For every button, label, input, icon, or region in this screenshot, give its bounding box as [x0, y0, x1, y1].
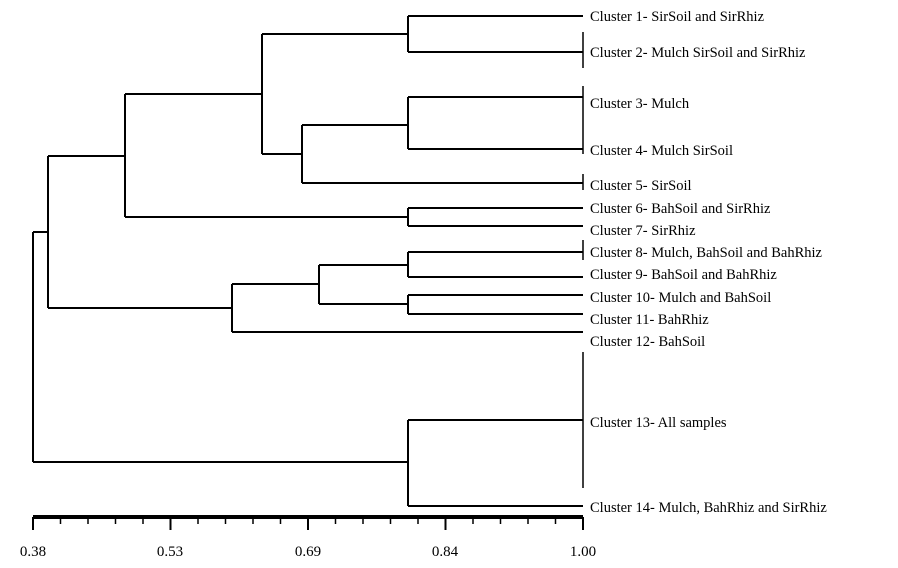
cluster-label: Cluster 9- BahSoil and BahRhiz [590, 267, 777, 283]
cluster-label: Cluster 1- SirSoil and SirRhiz [590, 9, 765, 25]
cluster-label: Cluster 2- Mulch SirSoil and SirRhiz [590, 45, 806, 61]
cluster-label: Cluster 13- All samples [590, 415, 727, 431]
branch-c1-c7 [124, 93, 408, 218]
scale-axis [32, 515, 584, 530]
cluster-labels: Cluster 1- SirSoil and SirRhiz Cluster 2… [590, 9, 827, 516]
dendrogram-branches [32, 15, 583, 507]
cluster-label: Cluster 5- SirSoil [590, 178, 692, 194]
scale-tick-label: 1.00 [570, 544, 596, 560]
branch-c8-c11 [318, 264, 408, 305]
branch-c10-c11 [407, 294, 583, 315]
branch-c3-c4 [407, 96, 583, 150]
cluster-label: Cluster 14- Mulch, BahRhiz and SirRhiz [590, 500, 827, 516]
branch-c13-c14 [407, 419, 583, 507]
branch-c1-c2 [407, 15, 583, 53]
scale-tick-labels: 0.38 0.53 0.69 0.84 1.00 [20, 544, 596, 560]
scale-tick-label: 0.53 [157, 544, 183, 560]
branch-c8-c9 [407, 251, 583, 278]
scale-minor-ticks [32, 517, 584, 530]
cluster-label: Cluster 7- SirRhiz [590, 223, 696, 239]
cluster-label: Cluster 4- Mulch SirSoil [590, 143, 733, 159]
branch-c3-c5 [301, 124, 583, 184]
cluster-label: Cluster 11- BahRhiz [590, 312, 709, 328]
cluster-label: Cluster 10- Mulch and BahSoil [590, 290, 771, 306]
cluster-label: Cluster 3- Mulch [590, 96, 690, 112]
scale-tick-label: 0.38 [20, 544, 46, 560]
cluster-label: Cluster 8- Mulch, BahSoil and BahRhiz [590, 245, 823, 261]
scale-tick-label: 0.84 [432, 544, 459, 560]
branch-root [32, 231, 408, 463]
branch-c6-c7 [407, 207, 583, 227]
branch-c1-c12 [47, 155, 232, 309]
scale-tick-label: 0.69 [295, 544, 321, 560]
cluster-label: Cluster 12- BahSoil [590, 334, 705, 350]
cluster-label: Cluster 6- BahSoil and SirRhiz [590, 201, 771, 217]
branch-c1-c5 [261, 33, 408, 155]
